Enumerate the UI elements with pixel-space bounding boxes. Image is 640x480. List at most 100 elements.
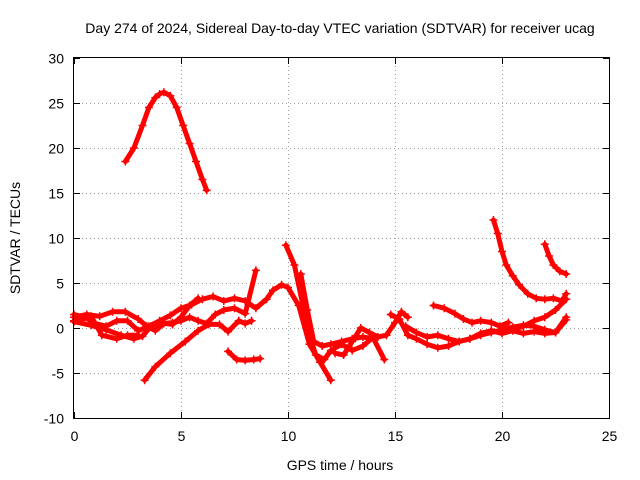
data-point: [185, 139, 194, 148]
data-point: [502, 261, 511, 269]
series-line: [298, 271, 387, 362]
data-point: [309, 337, 318, 346]
data-point: [247, 316, 256, 325]
data-point: [269, 286, 278, 295]
data-point: [87, 312, 96, 321]
data-point: [256, 354, 265, 363]
data-point: [495, 322, 504, 331]
data-point: [177, 313, 185, 322]
data-point: [151, 93, 160, 102]
data-point: [508, 271, 517, 280]
data-point: [555, 267, 564, 276]
x-tick-label: 5: [178, 428, 186, 444]
plot-frame: [73, 57, 610, 419]
data-point: [97, 331, 106, 340]
data-point: [209, 292, 218, 301]
data-point: [95, 312, 104, 321]
data-point: [277, 280, 286, 289]
data-point: [181, 337, 190, 346]
data-point: [172, 103, 181, 112]
data-point: [318, 342, 327, 350]
data-point: [562, 270, 571, 278]
data-point: [326, 376, 335, 385]
series-arc-5: [70, 294, 203, 343]
data-point: [540, 313, 549, 322]
data-point: [465, 334, 474, 343]
data-point: [155, 90, 164, 98]
data-point: [450, 309, 459, 318]
y-tick-label: 15: [48, 186, 64, 202]
data-point: [151, 362, 160, 371]
x-axis-ticks: 0 5 10 15 20 25: [71, 58, 617, 444]
data-point: [523, 289, 532, 298]
series-line: [542, 241, 569, 277]
data-point: [112, 316, 121, 325]
series-arc-9: [296, 270, 389, 364]
data-point: [532, 294, 541, 303]
data-point: [159, 88, 168, 97]
y-tick-label: 0: [56, 321, 64, 337]
data-point: [179, 121, 188, 130]
series-arc-16: [487, 315, 571, 338]
data-point: [476, 316, 485, 325]
data-point: [339, 351, 348, 359]
data-point: [234, 316, 243, 325]
data-point: [562, 289, 571, 298]
data-point: [155, 318, 164, 327]
data-point: [123, 316, 132, 325]
series-line: [122, 89, 210, 193]
data-point: [129, 144, 138, 152]
data-point: [433, 343, 442, 352]
data-point: [487, 318, 496, 327]
data-point: [121, 307, 130, 316]
data-point: [348, 346, 357, 355]
data-point: [185, 301, 194, 310]
data-point: [551, 306, 560, 314]
data-point: [249, 355, 258, 364]
data-point: [185, 313, 194, 322]
data-point: [230, 294, 239, 303]
data-point: [401, 322, 410, 331]
chart-title: Day 274 of 2024, Sidereal Day-to-day VTE…: [85, 20, 594, 36]
data-point: [241, 356, 250, 365]
data-point: [423, 333, 432, 341]
data-point: [303, 306, 312, 314]
data-point: [382, 331, 391, 340]
data-point: [290, 261, 299, 269]
data-point: [540, 240, 549, 249]
data-point: [194, 316, 203, 325]
data-point: [121, 157, 130, 166]
series-line: [490, 217, 569, 304]
data-point: [540, 329, 549, 338]
data-point: [215, 320, 224, 329]
data-point: [331, 349, 340, 358]
data-point: [373, 333, 382, 341]
data-point: [241, 309, 250, 318]
data-point: [365, 328, 374, 337]
y-tick-label: -5: [52, 366, 65, 382]
data-point: [395, 315, 404, 323]
data-point: [123, 331, 132, 340]
data-point: [530, 327, 539, 336]
data-point: [219, 306, 228, 314]
data-point: [166, 91, 175, 100]
data-point: [251, 304, 260, 313]
data-point: [530, 316, 539, 325]
data-point: [540, 295, 549, 304]
data-point: [515, 280, 524, 289]
x-tick-label: 0: [71, 428, 79, 444]
data-point: [498, 247, 506, 256]
x-tick-label: 20: [495, 428, 511, 444]
data-point: [508, 326, 517, 335]
data-point: [487, 326, 496, 335]
data-point: [498, 329, 506, 338]
data-point: [459, 315, 468, 323]
data-point: [386, 310, 395, 319]
y-tick-label: 10: [48, 231, 64, 247]
x-axis-title: GPS time / hours: [287, 457, 394, 473]
x-tick-label: 15: [388, 428, 404, 444]
y-axis-title: SDTVAR / TECUs: [7, 182, 23, 294]
data-point: [284, 283, 292, 292]
data-point: [262, 295, 271, 304]
